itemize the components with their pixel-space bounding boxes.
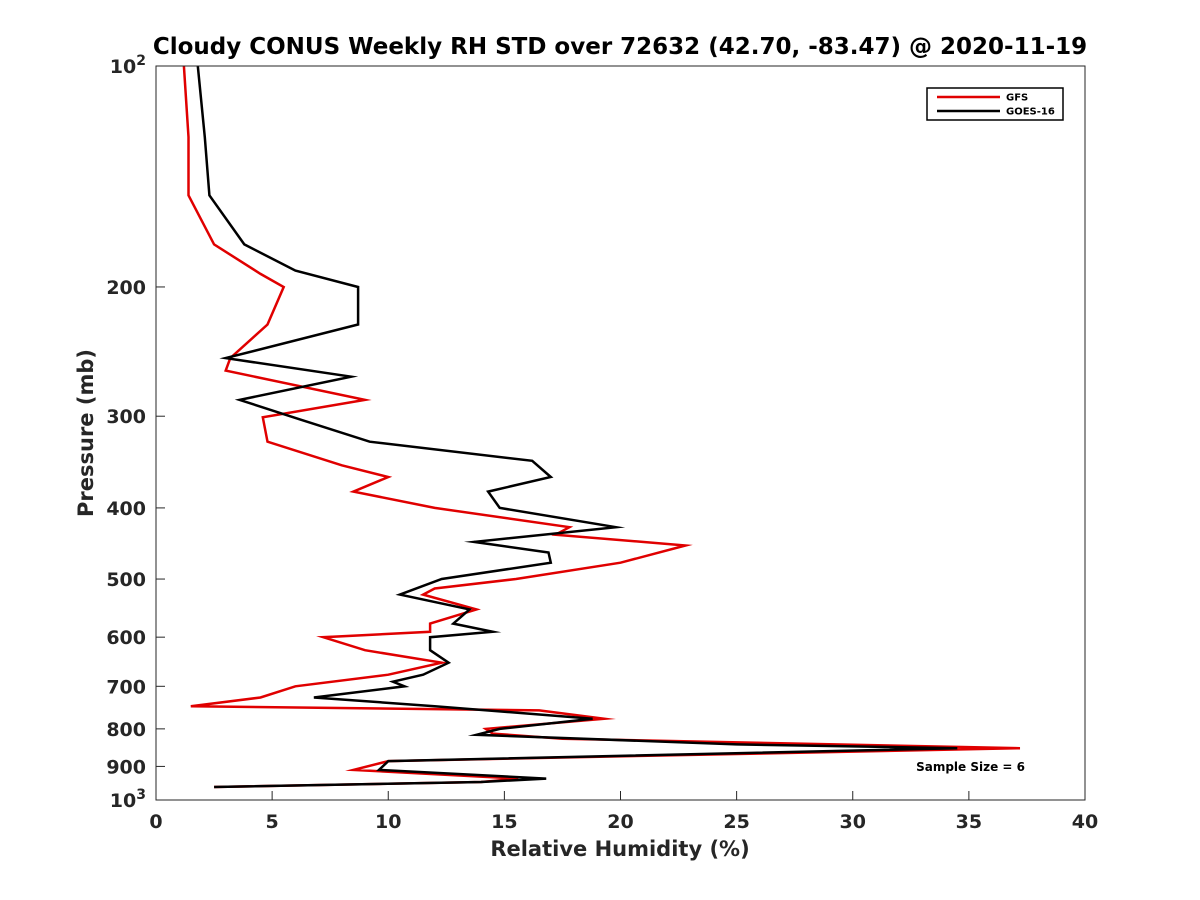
x-tick-label: 5: [266, 811, 279, 833]
legend-box: [926, 87, 1064, 121]
y-tick-label: 900: [106, 756, 146, 778]
y-axis-label: Pressure (mb): [74, 349, 98, 517]
y-tick-label: 500: [106, 569, 146, 591]
legend-label-goes16: GOES-16: [1006, 107, 1055, 118]
y-tick-label: 400: [106, 498, 146, 520]
legend-label-gfs: GFS: [1006, 93, 1028, 104]
x-tick-label: 35: [956, 811, 982, 833]
x-tick-label: 10: [375, 811, 401, 833]
x-tick-label: 0: [149, 811, 162, 833]
x-tick-label: 15: [491, 811, 517, 833]
series-line-goes16: [196, 65, 958, 789]
y-tick-label: 200: [106, 277, 146, 299]
x-axis-label: Relative Humidity (%): [490, 837, 749, 861]
series-layer: [182, 65, 1021, 789]
sample-size-annotation: Sample Size = 6: [916, 760, 1025, 774]
x-tick-label: 40: [1072, 811, 1098, 833]
chart-title: Cloudy CONUS Weekly RH STD over 72632 (4…: [153, 34, 1087, 60]
x-tick-label: 25: [723, 811, 749, 833]
x-tick-label: 20: [607, 811, 633, 833]
series-line-gfs: [182, 65, 1021, 789]
x-tick-label: 30: [840, 811, 866, 833]
y-tick-label: 102: [110, 53, 146, 78]
y-tick-label: 700: [106, 676, 146, 698]
y-tick-label: 600: [106, 627, 146, 649]
y-tick-label: 300: [106, 406, 146, 428]
legend: GFS GOES-16: [926, 87, 1064, 121]
y-tick-label: 800: [106, 719, 146, 741]
ticks-layer: 0 5 10 15 20 25 30 35 40 102 200 300 400 500 600 700 800…: [106, 53, 1098, 833]
